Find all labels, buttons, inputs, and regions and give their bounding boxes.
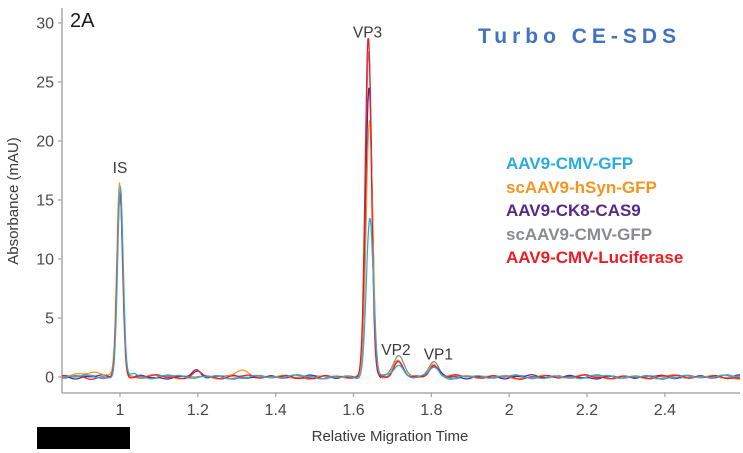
x-tick-label: 2 bbox=[505, 402, 514, 419]
y-tick-label: 5 bbox=[45, 310, 54, 327]
x-tick-label: 1.4 bbox=[265, 402, 287, 419]
x-tick-label: 2.2 bbox=[576, 402, 598, 419]
x-tick-label: 1 bbox=[116, 402, 125, 419]
y-tick-label: 15 bbox=[36, 192, 54, 209]
legend-item-aav9-cmv-gfp: AAV9-CMV-GFP bbox=[506, 154, 634, 173]
x-tick-label: 1.2 bbox=[187, 402, 209, 419]
y-tick-label: 20 bbox=[36, 133, 54, 150]
x-tick-label: 2.4 bbox=[654, 402, 676, 419]
x-tick-label: 1.6 bbox=[342, 402, 364, 419]
x-tick-label: 1.8 bbox=[420, 402, 442, 419]
peak-label-vp1: VP1 bbox=[424, 347, 453, 364]
panel-label: 2A bbox=[70, 10, 95, 32]
y-tick-label: 0 bbox=[45, 369, 54, 386]
peak-label-vp3: VP3 bbox=[353, 24, 382, 41]
y-tick-label: 30 bbox=[36, 15, 54, 32]
trace-aav9-cmv-gfp bbox=[61, 186, 741, 380]
legend-item-scaav9-hsyn-gfp: scAAV9-hSyn-GFP bbox=[506, 177, 657, 197]
legend-item-scaav9-cmv-gfp: scAAV9-CMV-GFP bbox=[506, 224, 653, 244]
redaction-box bbox=[37, 427, 130, 449]
legend-item-aav9-cmv-luciferase: AAV9-CMV-Luciferase bbox=[506, 248, 684, 267]
legend-item-aav9-ck8-cas9: AAV9-CK8-CAS9 bbox=[506, 201, 641, 220]
peak-label-vp2: VP2 bbox=[381, 342, 410, 359]
x-axis-title: Relative Migration Time bbox=[312, 428, 469, 445]
peak-label-is: IS bbox=[113, 160, 128, 177]
chart-title: Turbo CE-SDS bbox=[478, 25, 682, 48]
y-axis-title: Absorbance (mAU) bbox=[5, 137, 22, 265]
y-tick-label: 10 bbox=[36, 251, 54, 268]
y-tick-label: 25 bbox=[36, 74, 54, 91]
legend: AAV9-CMV-GFP scAAV9-hSyn-GFP AAV9-CK8-CA… bbox=[506, 152, 683, 270]
